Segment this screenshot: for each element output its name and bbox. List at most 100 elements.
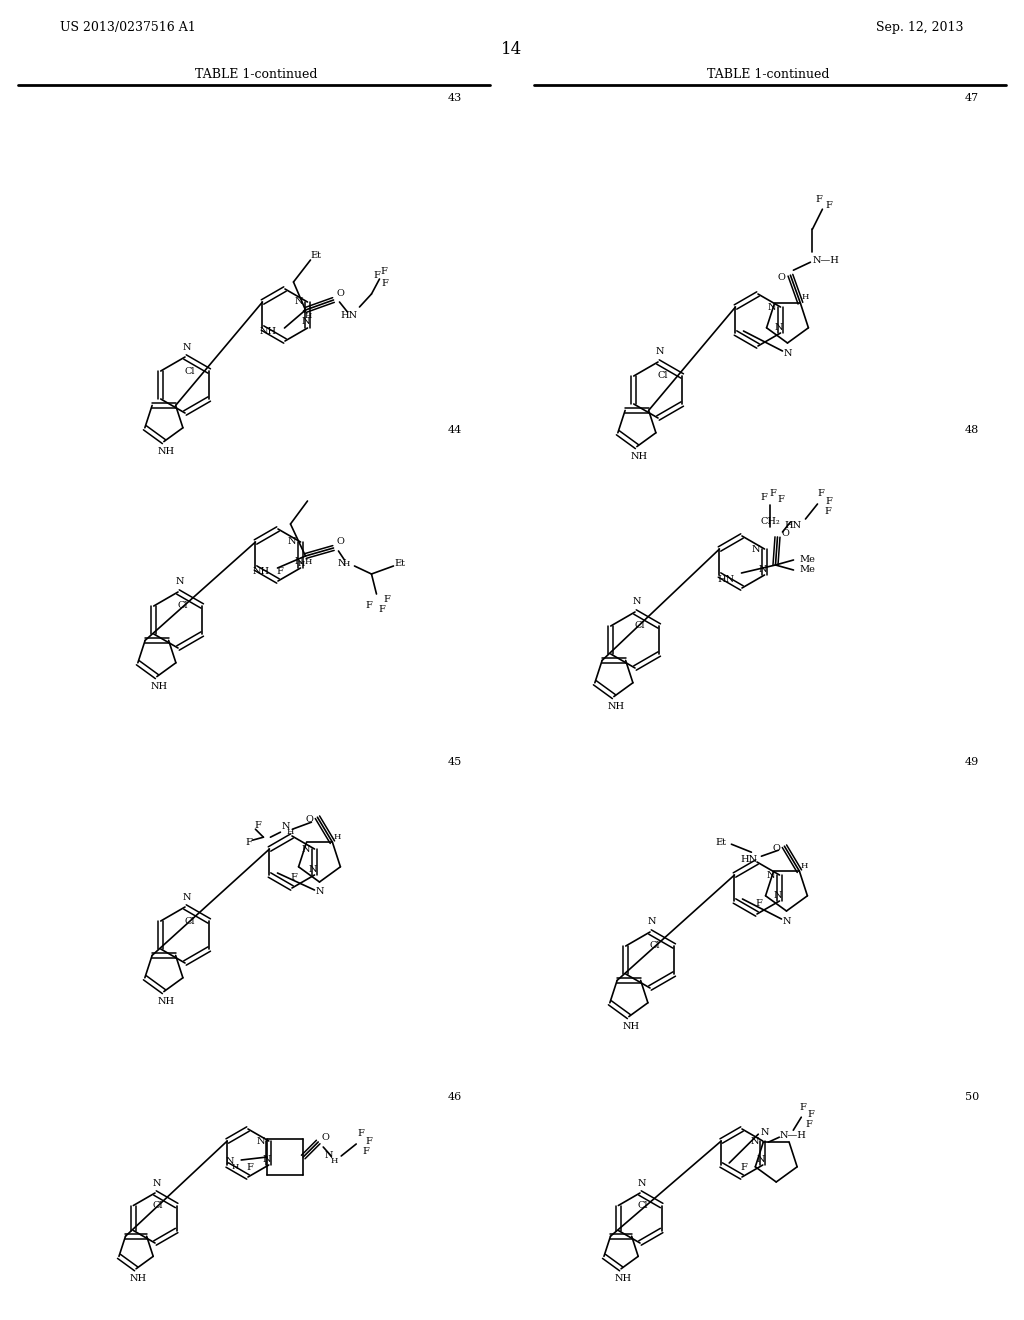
Text: CH₂: CH₂: [761, 517, 780, 527]
Text: Cl: Cl: [184, 367, 196, 375]
Text: N: N: [262, 1155, 271, 1163]
Text: N: N: [301, 318, 310, 326]
Text: F: F: [276, 566, 284, 576]
Text: Cl: Cl: [657, 371, 669, 380]
Text: H: H: [231, 1163, 239, 1171]
Text: TABLE 1-continued: TABLE 1-continued: [707, 67, 829, 81]
Text: N: N: [782, 916, 791, 925]
Text: F: F: [291, 874, 297, 883]
Text: NH: NH: [607, 702, 625, 711]
Text: F: F: [756, 899, 763, 908]
Text: N: N: [308, 865, 316, 874]
Text: NH: NH: [158, 447, 174, 457]
Text: N: N: [761, 1127, 769, 1137]
Text: O: O: [305, 814, 313, 824]
Text: N: N: [783, 348, 792, 358]
Text: F: F: [247, 1163, 253, 1172]
Text: N: N: [337, 558, 346, 568]
Text: H: H: [334, 833, 341, 841]
Text: H: H: [305, 558, 312, 566]
Text: Cl: Cl: [153, 1201, 163, 1210]
Text: F: F: [362, 1147, 370, 1155]
Text: N: N: [655, 347, 665, 356]
Text: HN: HN: [784, 520, 801, 529]
Text: N: N: [294, 557, 303, 566]
Text: H: H: [298, 560, 305, 568]
Text: N: N: [256, 1137, 265, 1146]
Text: F: F: [357, 1130, 365, 1138]
Text: Cl: Cl: [184, 916, 196, 925]
Text: NH: NH: [614, 1274, 632, 1283]
Text: US 2013/0237516 A1: US 2013/0237516 A1: [60, 21, 196, 34]
Text: H: H: [802, 293, 809, 301]
Text: Cl: Cl: [178, 602, 188, 610]
Text: Sep. 12, 2013: Sep. 12, 2013: [877, 21, 964, 34]
Text: N: N: [182, 892, 191, 902]
Text: NH: NH: [129, 1274, 146, 1283]
Text: F: F: [817, 490, 824, 499]
Text: 43: 43: [449, 92, 462, 103]
Text: N—H: N—H: [812, 256, 840, 265]
Text: O: O: [777, 273, 785, 281]
Text: N: N: [751, 1137, 759, 1146]
Text: F: F: [378, 605, 385, 614]
Text: NH: NH: [151, 682, 168, 692]
Text: N: N: [282, 822, 290, 830]
Text: N—H: N—H: [779, 1131, 806, 1139]
Text: HN: HN: [740, 855, 758, 863]
Text: N: N: [758, 565, 767, 573]
Text: F: F: [824, 507, 830, 516]
Text: N: N: [638, 1179, 646, 1188]
Text: N: N: [315, 887, 324, 896]
Text: F: F: [383, 594, 390, 603]
Text: N: N: [768, 302, 776, 312]
Text: F: F: [806, 1119, 813, 1129]
Text: H: H: [287, 828, 294, 836]
Text: F: F: [800, 1102, 807, 1111]
Text: O: O: [322, 1133, 329, 1142]
Text: F: F: [365, 602, 372, 610]
Text: NH: NH: [158, 997, 174, 1006]
Text: N: N: [325, 1151, 334, 1160]
Text: N: N: [176, 578, 184, 586]
Text: N: N: [773, 891, 781, 899]
Text: F: F: [777, 495, 784, 504]
Text: N: N: [153, 1179, 161, 1188]
Text: Me: Me: [800, 556, 815, 565]
Text: 50: 50: [965, 1092, 979, 1102]
Text: N: N: [752, 544, 761, 553]
Text: F: F: [825, 498, 831, 507]
Text: Me: Me: [800, 565, 815, 574]
Text: NH: NH: [623, 1022, 639, 1031]
Text: O: O: [781, 529, 790, 539]
Text: F: F: [373, 272, 380, 281]
Text: Et: Et: [716, 838, 726, 846]
Text: TABLE 1-continued: TABLE 1-continued: [195, 67, 317, 81]
Text: NH: NH: [253, 566, 270, 576]
Text: HN: HN: [717, 574, 734, 583]
Text: F: F: [769, 488, 776, 498]
Text: Cl: Cl: [635, 622, 645, 631]
Text: 48: 48: [965, 425, 979, 436]
Text: N: N: [302, 845, 310, 854]
Text: N: N: [774, 322, 782, 331]
Text: H: H: [331, 1158, 338, 1166]
Text: F: F: [760, 492, 767, 502]
Text: N: N: [633, 598, 641, 606]
Text: F: F: [825, 201, 831, 210]
Text: Et: Et: [310, 252, 321, 260]
Text: F: F: [380, 268, 387, 276]
Text: Et: Et: [394, 560, 404, 569]
Text: N: N: [288, 537, 297, 546]
Text: HN: HN: [340, 312, 357, 321]
Text: O: O: [337, 289, 344, 298]
Text: 14: 14: [502, 41, 522, 58]
Text: 44: 44: [449, 425, 462, 436]
Text: N: N: [226, 1158, 234, 1167]
Text: NH: NH: [260, 326, 278, 335]
Text: N: N: [182, 342, 191, 351]
Text: NH: NH: [631, 451, 647, 461]
Text: F: F: [245, 838, 252, 846]
Text: Cl: Cl: [637, 1201, 647, 1210]
Text: 47: 47: [965, 92, 979, 103]
